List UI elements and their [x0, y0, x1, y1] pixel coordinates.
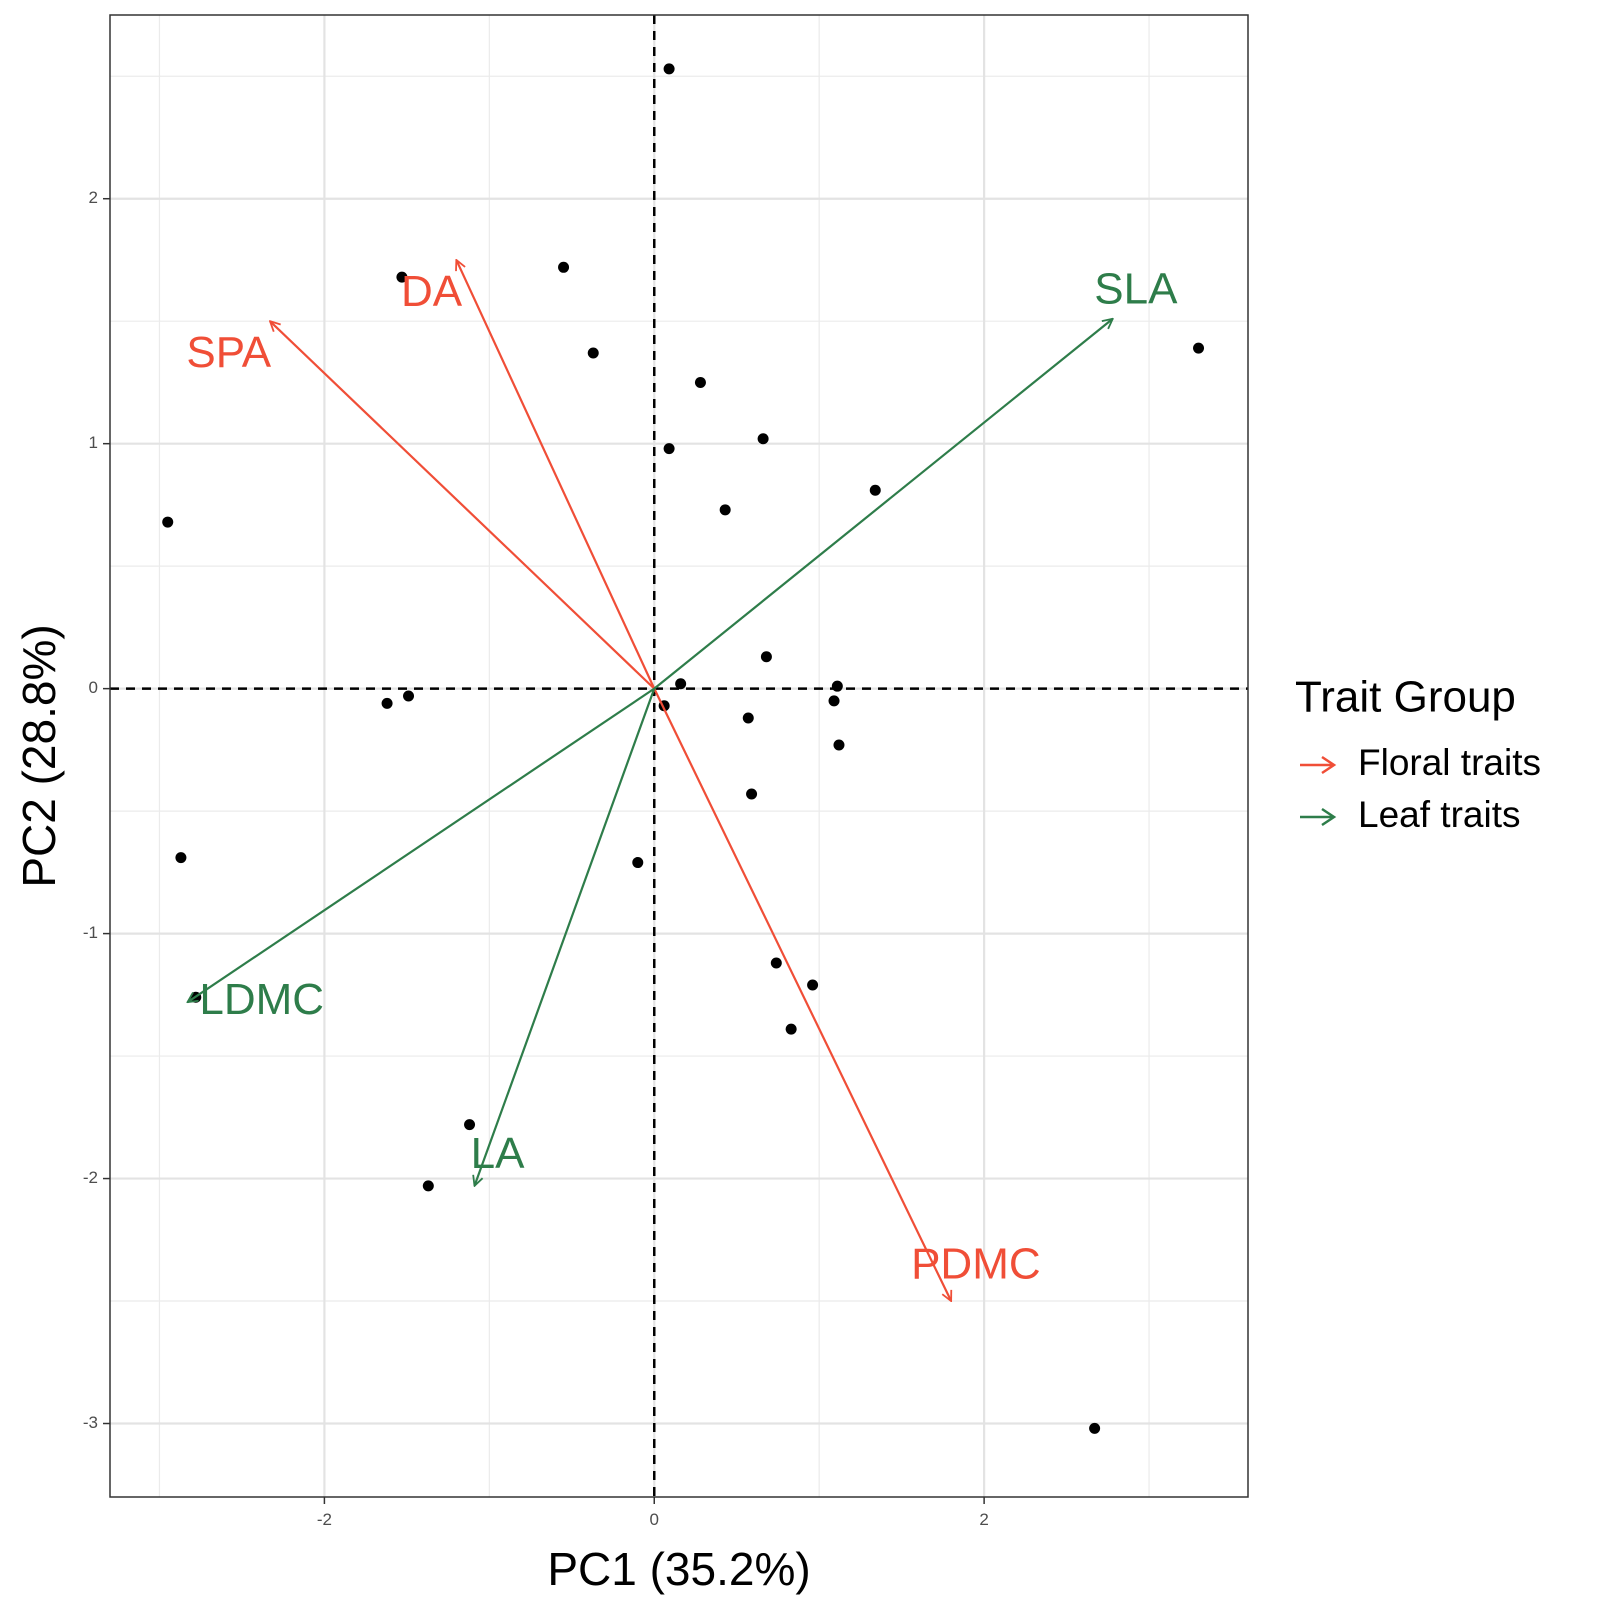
data-point — [1089, 1422, 1101, 1434]
loading-arrow-ldmc — [188, 687, 655, 1003]
loading-arrow-da — [456, 260, 656, 690]
data-point — [396, 271, 408, 283]
data-point — [663, 63, 675, 75]
y-tick-label: -1 — [83, 923, 98, 942]
data-point — [1193, 342, 1205, 354]
data-point — [675, 678, 687, 690]
data-point — [869, 484, 881, 496]
legend-entry-label: Floral traits — [1358, 742, 1541, 783]
loading-arrow-pdmc — [653, 688, 951, 1301]
data-point — [757, 433, 769, 445]
legend-key-arrowhead — [1321, 755, 1337, 775]
vector-label-spa: SPA — [186, 328, 271, 377]
x-tick-label: 0 — [650, 1510, 659, 1529]
x-tick-label: 2 — [979, 1510, 988, 1529]
y-tick-label: -2 — [83, 1168, 98, 1187]
data-point — [831, 680, 843, 692]
data-point — [770, 957, 782, 969]
data-point — [785, 1023, 797, 1035]
y-tick-label: 2 — [89, 188, 98, 207]
x-axis-title: PC1 (35.2%) — [547, 1543, 810, 1595]
data-point — [807, 979, 819, 991]
data-point — [828, 695, 840, 707]
legend-key-floral-traits — [1300, 755, 1337, 775]
data-point — [558, 261, 570, 273]
legend-key-arrowhead — [1321, 807, 1337, 827]
vector-label-sla: SLA — [1094, 264, 1178, 313]
data-point — [587, 347, 599, 359]
data-point — [746, 788, 758, 800]
vector-label-da: DA — [401, 267, 463, 316]
data-point — [760, 651, 772, 663]
y-tick-label: 0 — [89, 678, 98, 697]
data-point — [381, 697, 393, 709]
data-point — [403, 690, 415, 702]
data-point — [175, 852, 187, 864]
y-tick-label: -3 — [83, 1413, 98, 1432]
vector-label-la: LA — [471, 1129, 525, 1178]
x-tick-label: -2 — [317, 1510, 332, 1529]
legend-key-leaf-traits — [1300, 807, 1337, 827]
y-tick-label: 1 — [89, 433, 98, 452]
vector-label-ldmc: LDMC — [199, 975, 324, 1024]
data-point — [719, 504, 731, 516]
data-point — [742, 712, 754, 724]
legend-title: Trait Group — [1295, 673, 1516, 722]
data-point — [162, 516, 174, 528]
loading-arrow-spa — [270, 321, 656, 690]
plot-panel — [110, 15, 1248, 1497]
data-point — [694, 376, 706, 388]
data-point — [632, 857, 644, 869]
loading-arrow-sla — [653, 319, 1112, 690]
data-point — [663, 443, 675, 455]
panel-border — [109, 14, 1249, 1498]
legend-entry-label: Leaf traits — [1358, 794, 1520, 835]
loading-arrow-la — [474, 688, 656, 1186]
data-point — [422, 1180, 434, 1192]
vector-label-pdmc: PDMC — [911, 1239, 1041, 1288]
legend: Trait Group Floral traits Leaf traits — [1295, 673, 1541, 835]
y-axis-title: PC2 (28.8%) — [13, 624, 65, 887]
data-point — [833, 739, 845, 751]
data-point — [464, 1119, 476, 1131]
